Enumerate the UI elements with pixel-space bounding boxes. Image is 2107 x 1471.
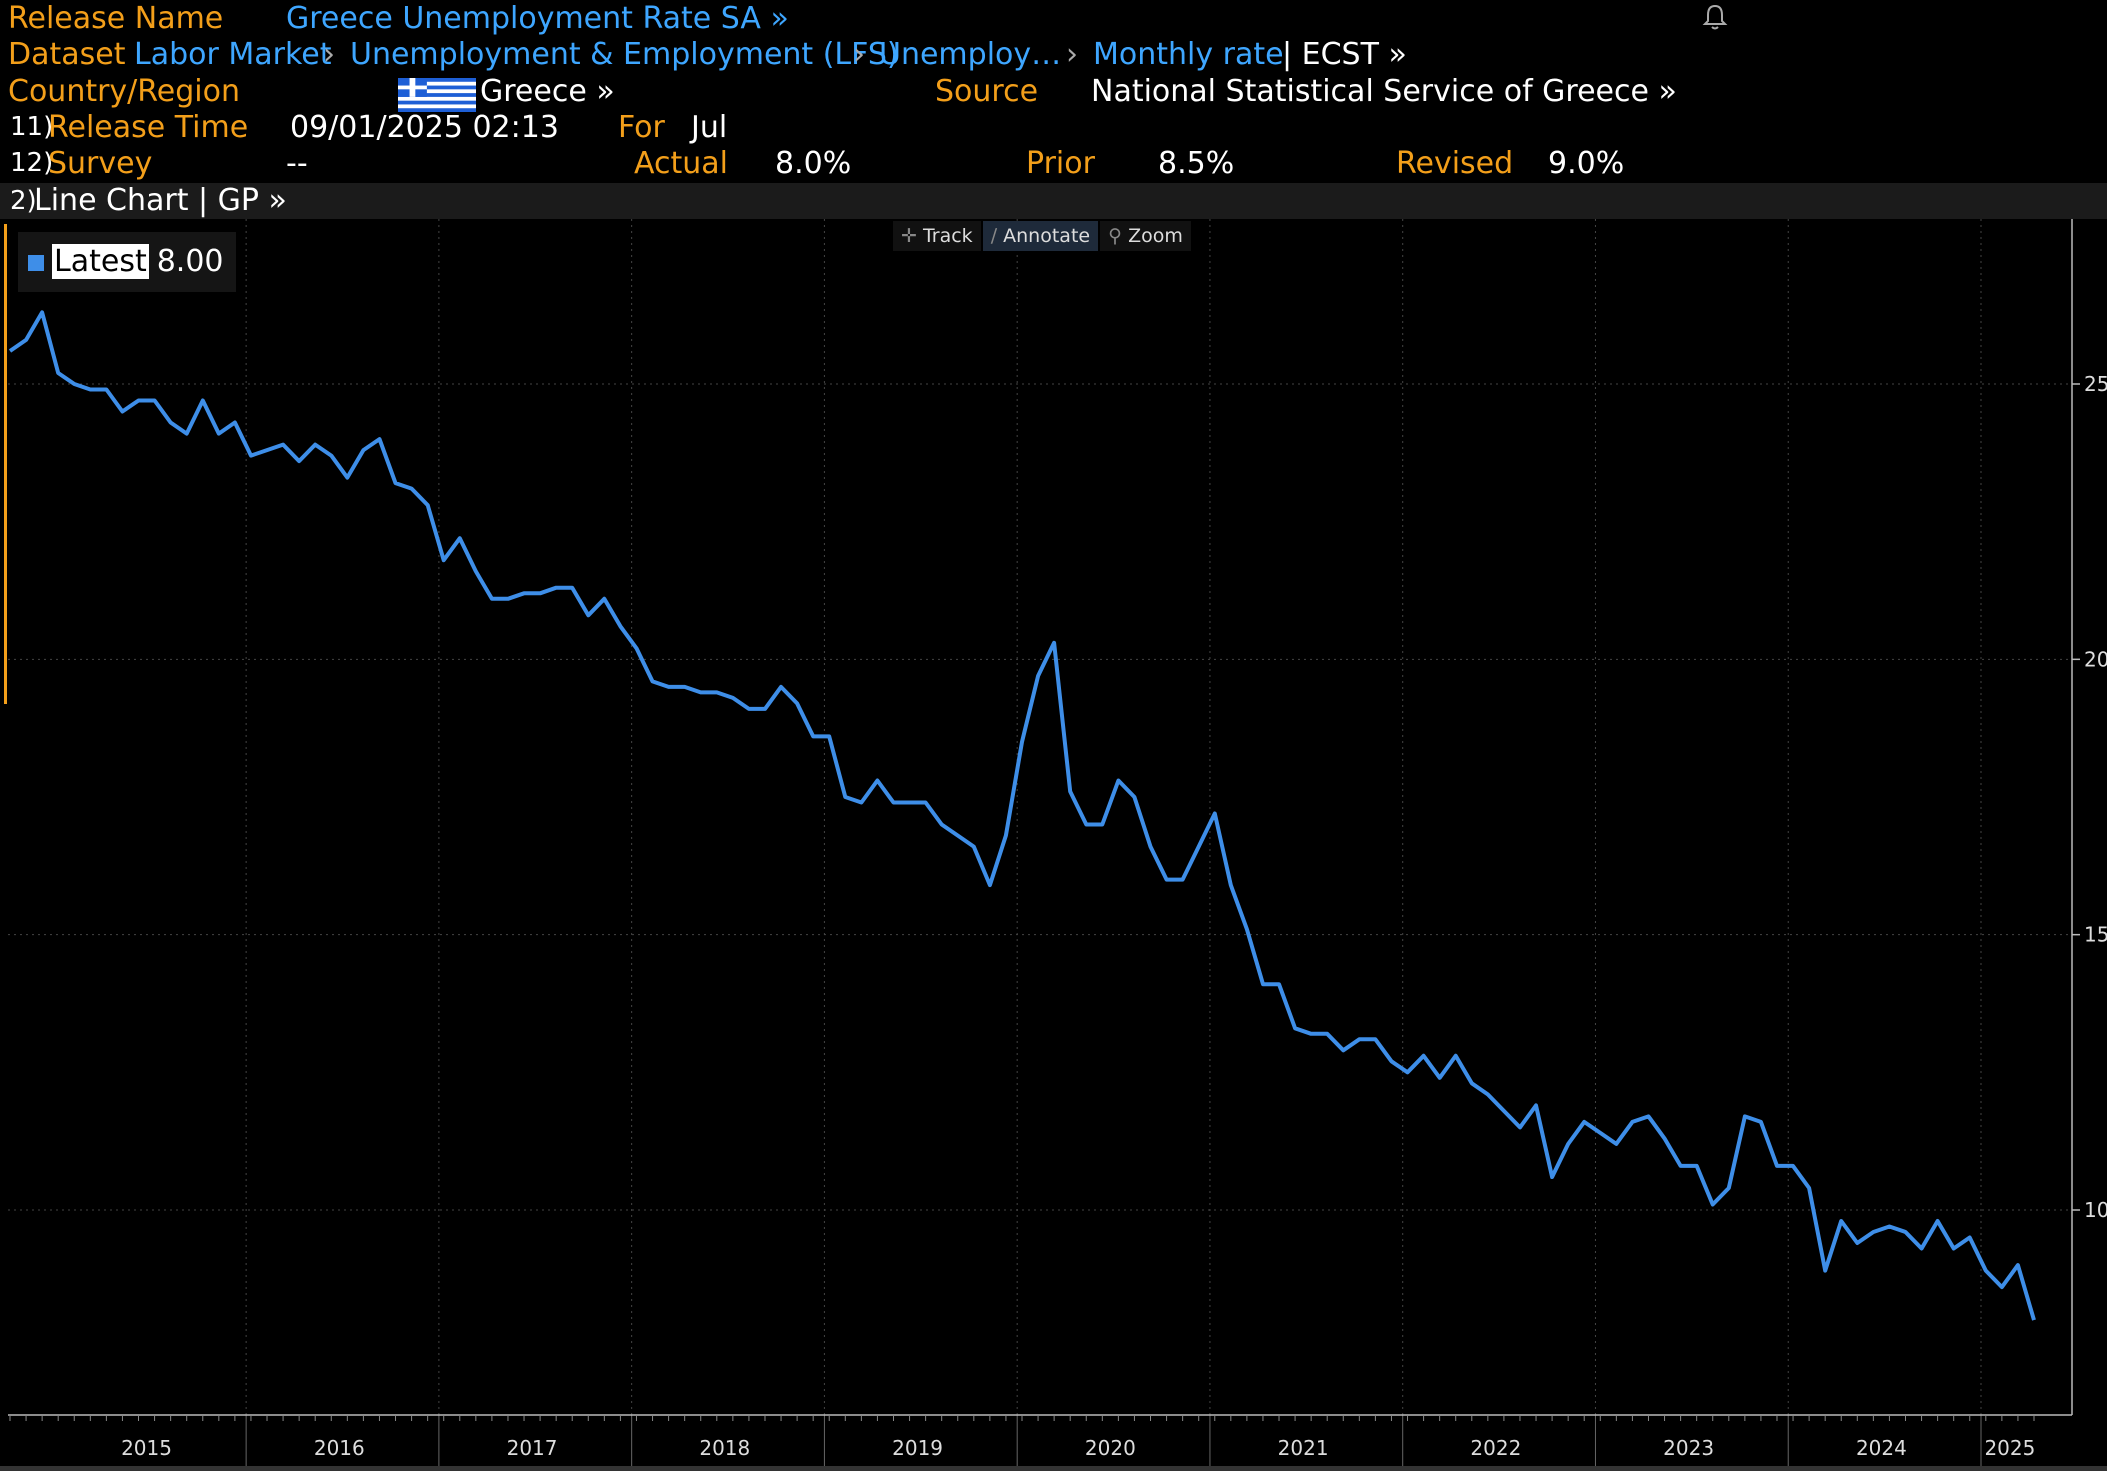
for-label: For: [618, 110, 665, 145]
pencil-icon: ∕: [990, 225, 1004, 247]
source-value[interactable]: National Statistical Service of Greece »: [1091, 74, 1677, 109]
greece-flag-icon: [398, 78, 476, 112]
y-tick-label: 15: [2084, 923, 2107, 947]
release-name-label: Release Name: [8, 1, 224, 36]
release-time-number: 11): [10, 112, 54, 142]
survey-number: 12): [10, 148, 54, 178]
country-label: Country/Region: [8, 74, 240, 109]
chart-legend[interactable]: Latest 8.00: [18, 232, 236, 292]
x-tick-label: 2020: [1085, 1436, 1136, 1460]
chart-tab-number: 2): [10, 186, 37, 216]
tab-line-chart[interactable]: Line Chart | GP »: [34, 183, 287, 218]
dataset-crumb-lfs[interactable]: Unemployment & Employment (LFS): [350, 37, 899, 72]
chart-tab-bar: 2) Line Chart | GP »: [0, 183, 2107, 219]
legend-swatch: [28, 254, 44, 271]
release-name-link[interactable]: Greece Unemployment Rate SA »: [286, 1, 789, 36]
dataset-crumb-labor-market[interactable]: Labor Market: [134, 37, 332, 72]
crosshair-icon: ✛: [901, 225, 923, 247]
x-tick-label: 2024: [1856, 1436, 1907, 1460]
annotate-button[interactable]: ∕ Annotate: [982, 221, 1099, 251]
actual-label: Actual: [634, 146, 728, 181]
x-tick-label: 2016: [314, 1436, 365, 1460]
source-label: Source: [935, 74, 1039, 109]
bottom-strip: [0, 1466, 2107, 1471]
prior-value: 8.5%: [1158, 146, 1235, 181]
for-value: Jul: [691, 110, 728, 145]
chevron-right-icon: ›: [853, 37, 865, 72]
annotate-label: Annotate: [1003, 225, 1091, 247]
x-tick-label: 2022: [1470, 1436, 1521, 1460]
survey-label[interactable]: Survey: [48, 146, 153, 181]
zoom-button[interactable]: ⚲ Zoom: [1100, 221, 1191, 251]
x-tick-label: 2023: [1663, 1436, 1714, 1460]
x-tick-label: 2021: [1278, 1436, 1329, 1460]
survey-value: --: [286, 146, 308, 181]
zoom-label: Zoom: [1128, 225, 1183, 247]
dataset-label: Dataset: [8, 37, 126, 72]
country-value[interactable]: Greece »: [480, 74, 615, 109]
x-tick-label: 2017: [507, 1436, 558, 1460]
revised-value: 9.0%: [1548, 146, 1625, 181]
release-time-value: 09/01/2025 02:13: [290, 110, 559, 145]
revised-label: Revised: [1396, 146, 1514, 181]
dataset-crumb-monthly-rate[interactable]: Monthly rate: [1093, 37, 1284, 72]
chart-toolbar: ✛ Track ∕ Annotate ⚲ Zoom: [893, 221, 1193, 251]
y-tick-label: 20: [2084, 647, 2107, 671]
dataset-crumb-unemploy[interactable]: Unemploy…: [879, 37, 1062, 72]
magnifier-icon: ⚲: [1108, 225, 1129, 247]
x-tick-label: 2015: [121, 1436, 172, 1460]
y-tick-label: 10: [2084, 1198, 2107, 1222]
track-button[interactable]: ✛ Track: [893, 221, 981, 251]
chevron-right-icon: ›: [323, 37, 335, 72]
series-line-latest: [8, 310, 2036, 1321]
prior-label: Prior: [1026, 146, 1095, 181]
x-tick-label: 2025: [1984, 1436, 2035, 1460]
x-tick-label: 2018: [699, 1436, 750, 1460]
release-time-label[interactable]: Release Time: [48, 110, 249, 145]
bell-icon[interactable]: [1700, 2, 1730, 32]
dataset-suffix[interactable]: | ECST »: [1282, 37, 1407, 72]
legend-value: 8.00: [156, 244, 224, 279]
legend-label: Latest: [52, 244, 149, 279]
y-tick-label: 25: [2084, 372, 2107, 396]
release-header: Release Name Greece Unemployment Rate SA…: [0, 0, 2107, 183]
actual-value: 8.0%: [775, 146, 852, 181]
plot-background: [0, 219, 2107, 1471]
track-label: Track: [922, 225, 973, 247]
range-marker: [4, 224, 7, 704]
x-tick-label: 2019: [892, 1436, 943, 1460]
chevron-right-icon: ›: [1066, 37, 1078, 72]
